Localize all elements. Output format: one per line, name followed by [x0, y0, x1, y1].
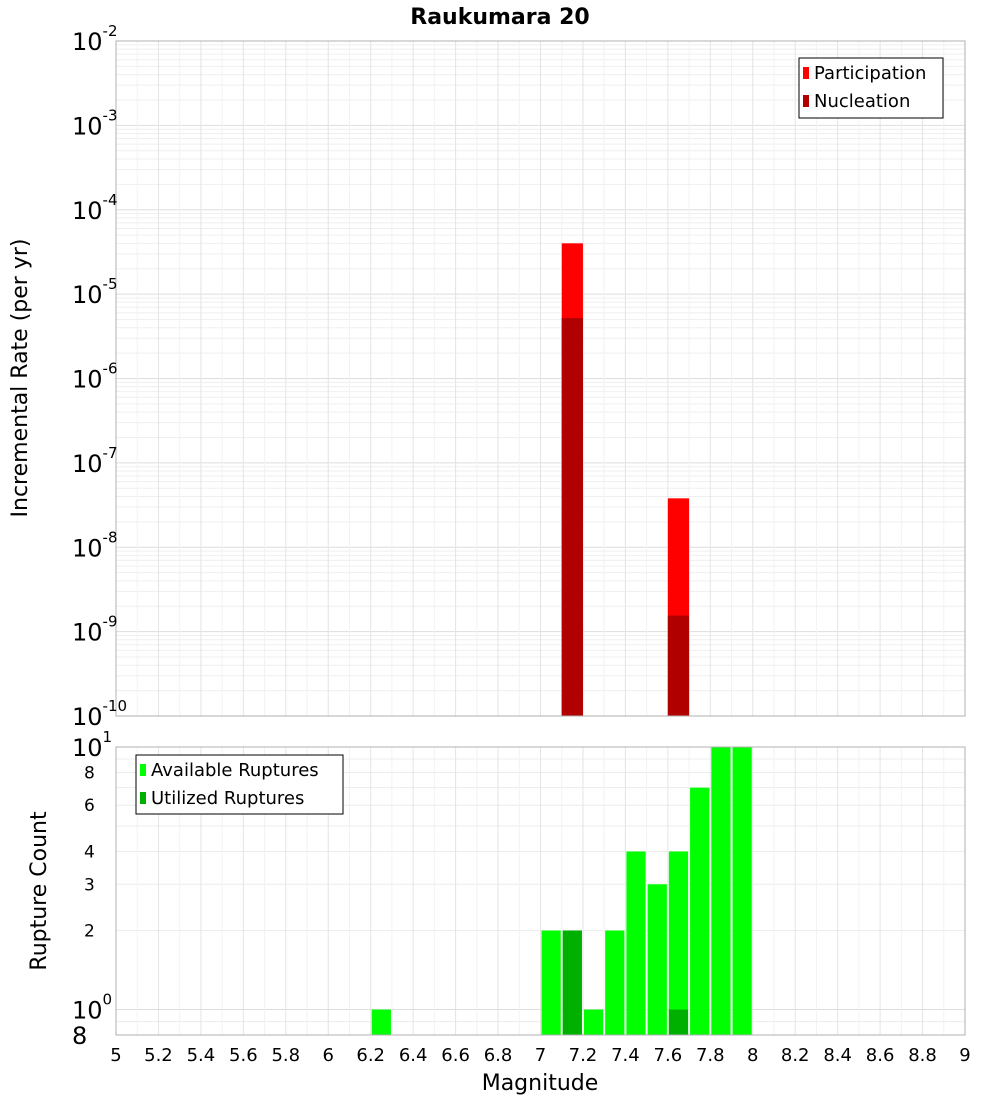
- bottom-legend-box: [135, 754, 344, 815]
- nucleation-bar: [561, 318, 583, 716]
- top-y-tick-label: 10-8: [72, 528, 118, 562]
- bottom-y-tick-label: 2: [84, 922, 95, 942]
- x-tick-label: 8.8: [908, 1045, 937, 1066]
- available-ruptures-bar: [647, 884, 667, 1035]
- x-tick-label: 5.8: [271, 1045, 300, 1066]
- x-tick-label: 6.4: [399, 1045, 428, 1066]
- available-ruptures-bar: [583, 1009, 604, 1035]
- x-tick-label: 8.4: [823, 1045, 852, 1066]
- x-tick-label: 8: [747, 1045, 758, 1066]
- x-tick-label: 5.6: [229, 1045, 258, 1066]
- legend-swatch: [140, 764, 146, 776]
- available-ruptures-bar: [541, 930, 561, 1035]
- available-ruptures-bar: [371, 1009, 391, 1035]
- top-y-axis-title: Incremental Rate (per yr): [8, 239, 33, 518]
- legend-swatch: [803, 95, 809, 107]
- bottom-y-tick-label: 6: [84, 796, 95, 816]
- top-y-tick-label: 10-2: [72, 22, 118, 56]
- legend-label: Available Ruptures: [151, 760, 319, 781]
- x-tick-label: 7.4: [611, 1045, 640, 1066]
- x-tick-label: 8.6: [866, 1045, 895, 1066]
- x-tick-label: 6.6: [441, 1045, 470, 1066]
- bottom-y-tick-label: 100: [72, 991, 112, 1025]
- top-y-tick-label: 10-10: [72, 697, 127, 731]
- x-axis-title: Magnitude: [482, 1071, 599, 1096]
- x-tick-label: 6.2: [356, 1045, 385, 1066]
- bottom-y-tick-label: 101: [72, 728, 112, 762]
- top-y-tick-label: 10-5: [72, 275, 118, 309]
- legend-swatch: [803, 67, 809, 79]
- available-ruptures-bar: [690, 787, 710, 1035]
- bottom-y-tick-label: 3: [84, 875, 95, 895]
- x-tick-label: 9: [959, 1045, 970, 1066]
- legend-label: Nucleation: [814, 91, 910, 112]
- x-tick-label: 7.2: [569, 1045, 598, 1066]
- available-ruptures-bar: [732, 747, 752, 1035]
- x-tick-label: 6: [323, 1045, 334, 1066]
- available-ruptures-bar: [605, 930, 625, 1035]
- top-plot-area: 10-10 10-9 10-8 10-7 10-6 10-5 10-4 10-3 10-2 Par…: [72, 22, 966, 731]
- bottom-y-axis-title: Rupture Count: [27, 811, 52, 971]
- bottom-plot-border: [115, 746, 966, 1036]
- bottom-y-tick-label: 8: [84, 763, 95, 783]
- top-y-tick-label: 10-7: [72, 444, 118, 478]
- bottom-legend: Available Ruptures Utilized Ruptures: [135, 754, 344, 815]
- x-tick-label: 5: [110, 1045, 121, 1066]
- top-y-tick-label: 10-4: [72, 191, 118, 225]
- x-tick-label: 5.4: [187, 1045, 216, 1066]
- available-ruptures-bar: [711, 747, 731, 1035]
- x-tick-label: 7.8: [696, 1045, 725, 1066]
- utilized-ruptures-bar: [668, 1009, 689, 1035]
- bottom-y-tick-label: 8: [72, 1022, 87, 1050]
- x-tick-label: 7.6: [654, 1045, 683, 1066]
- top-legend-box: [798, 57, 944, 119]
- nucleation-bar: [667, 615, 690, 716]
- top-y-tick-label: 10-6: [72, 360, 118, 394]
- bottom-y-tick-label: 4: [84, 842, 95, 862]
- x-tick-label: 7: [535, 1045, 546, 1066]
- top-y-tick-label: 10-3: [72, 106, 118, 140]
- utilized-ruptures-bar: [562, 930, 582, 1035]
- available-ruptures-bar: [668, 851, 689, 1035]
- x-tick-label: 5.2: [144, 1045, 173, 1066]
- top-legend: Participation Nucleation: [798, 57, 944, 119]
- legend-swatch: [140, 792, 146, 804]
- chart-title: Raukumara 20: [410, 5, 589, 30]
- legend-label: Utilized Ruptures: [151, 788, 304, 809]
- x-tick-label: 6.8: [484, 1045, 513, 1066]
- top-y-tick-label: 10-9: [72, 613, 118, 647]
- x-tick-label: 8.2: [781, 1045, 810, 1066]
- legend-label: Participation: [814, 63, 926, 84]
- available-ruptures-bar: [626, 851, 646, 1035]
- top-plot-border: [115, 40, 966, 717]
